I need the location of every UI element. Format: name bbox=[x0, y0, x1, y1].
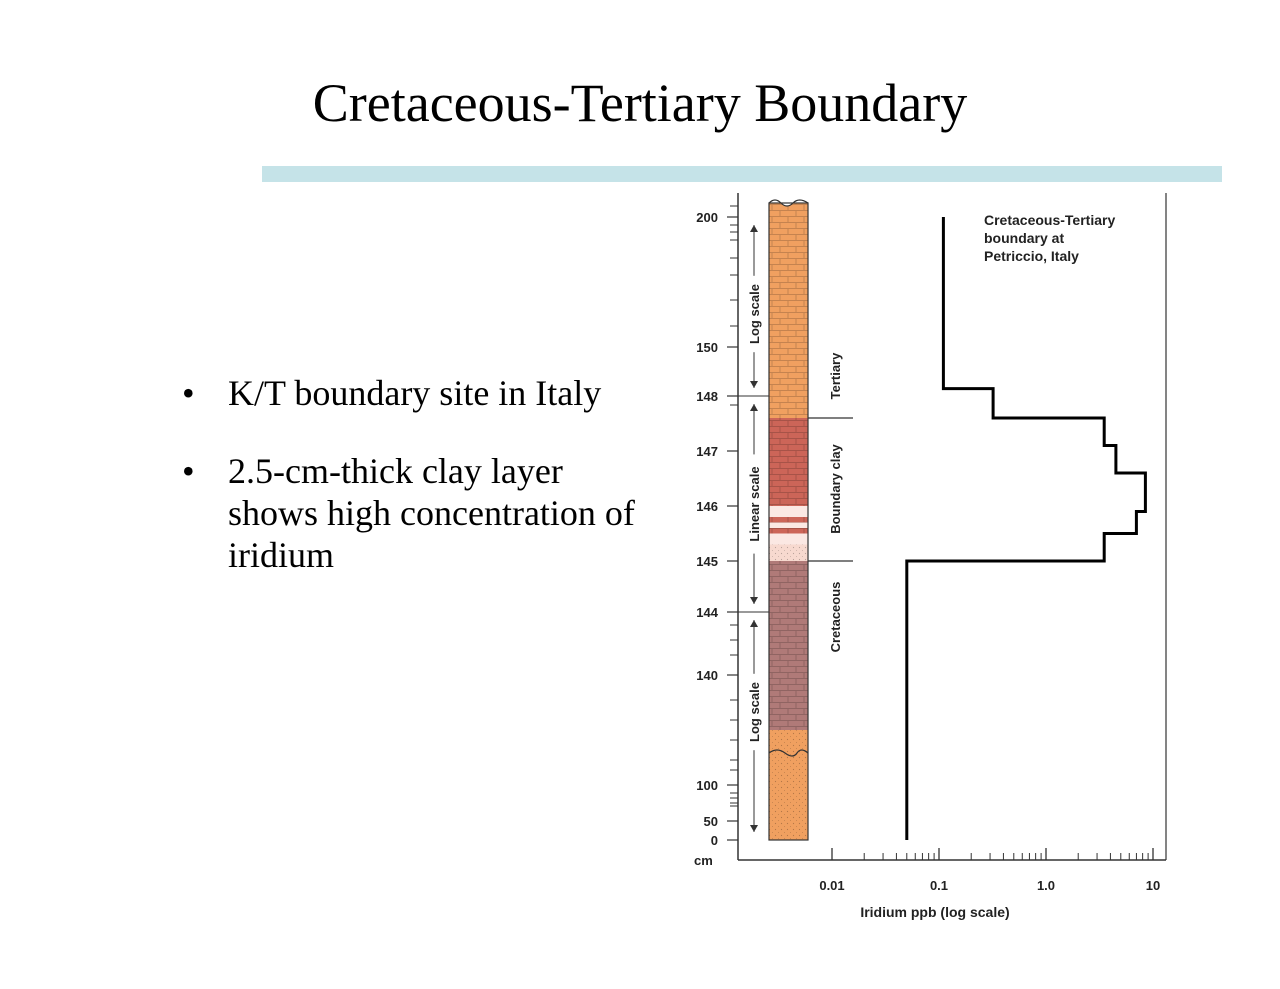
clay-band bbox=[769, 533, 808, 545]
bullet-text: K/T boundary site in Italy bbox=[228, 373, 602, 413]
stratigraphic-column bbox=[768, 199, 809, 841]
y-tick-label: 145 bbox=[696, 554, 718, 569]
scale-arrow-head bbox=[750, 825, 758, 832]
bullet-dot: • bbox=[182, 373, 195, 413]
bullet-list: • K/T boundary site in Italy • 2.5-cm-th… bbox=[182, 372, 652, 612]
x-tick-label: 10 bbox=[1146, 878, 1160, 893]
scale-arrow-head bbox=[750, 404, 758, 411]
iridium-series bbox=[905, 217, 1147, 840]
chart-title-line: Cretaceous-Tertiary bbox=[984, 212, 1115, 228]
bullet-text: 2.5-cm-thick clay layer shows high conce… bbox=[228, 451, 635, 575]
x-tick-label: 0.01 bbox=[819, 878, 844, 893]
bullet-dot: • bbox=[182, 451, 195, 491]
layer-labels: Tertiary Boundary clay Cretaceous bbox=[808, 352, 853, 653]
scale-label-bg bbox=[746, 454, 762, 554]
layer-texture bbox=[769, 203, 808, 418]
bullet-item: • 2.5-cm-thick clay layer shows high con… bbox=[182, 450, 652, 576]
chart-title-line: boundary at bbox=[984, 230, 1064, 246]
scale-label: Log scale bbox=[747, 284, 762, 344]
iridium-step-line bbox=[905, 217, 1147, 840]
x-axis-label: Iridium ppb (log scale) bbox=[860, 904, 1009, 920]
y-tick-label: 150 bbox=[696, 340, 718, 355]
layer-label: Boundary clay bbox=[828, 443, 843, 533]
layer-label: Cretaceous bbox=[828, 582, 843, 653]
scale-arrow-head bbox=[750, 381, 758, 388]
y-tick-label: 100 bbox=[696, 778, 718, 793]
slide-title-text: Cretaceous-Tertiary Boundary bbox=[312, 73, 968, 133]
scale-arrow-head bbox=[750, 597, 758, 604]
bullet-item: • K/T boundary site in Italy bbox=[182, 372, 652, 414]
layer-label: Tertiary bbox=[828, 352, 843, 399]
y-tick-label: 148 bbox=[696, 389, 718, 404]
scale-arrow-head bbox=[750, 225, 758, 232]
y-tick-label: 140 bbox=[696, 668, 718, 683]
clay-band-texture bbox=[769, 544, 808, 561]
scale-label-bg bbox=[746, 275, 762, 353]
layer-texture bbox=[769, 561, 808, 730]
y-axis: 200 150 148 147 146 145 144 140 100 50 0 cm Log scal… bbox=[694, 193, 769, 868]
unconformity-edge bbox=[768, 749, 809, 757]
slide-title: Cretaceous-Tertiary Boundary bbox=[0, 72, 1280, 134]
title-divider bbox=[262, 166, 1222, 182]
y-axis-label: cm bbox=[694, 853, 713, 868]
y-tick-label: 0 bbox=[711, 833, 718, 848]
clay-band bbox=[769, 506, 808, 517]
x-axis: 0.01 0.1 1.0 10 Iridium ppb (log scale) bbox=[738, 193, 1167, 920]
scale-arrow-head bbox=[750, 620, 758, 627]
y-tick-label: 200 bbox=[696, 210, 718, 225]
scale-label: Log scale bbox=[747, 682, 762, 742]
chart-title-line: Petriccio, Italy bbox=[984, 248, 1079, 264]
y-tick-label: 147 bbox=[696, 444, 718, 459]
scale-label: Linear scale bbox=[747, 466, 762, 541]
y-tick-label: 144 bbox=[696, 605, 718, 620]
x-tick-label: 1.0 bbox=[1037, 878, 1055, 893]
y-tick-label: 146 bbox=[696, 499, 718, 514]
layer-texture bbox=[769, 730, 808, 840]
x-tick-label: 0.1 bbox=[930, 878, 948, 893]
column-outline bbox=[768, 202, 809, 841]
y-tick-label: 50 bbox=[704, 814, 718, 829]
scale-label-bg bbox=[746, 673, 762, 751]
clay-band bbox=[769, 522, 808, 528]
